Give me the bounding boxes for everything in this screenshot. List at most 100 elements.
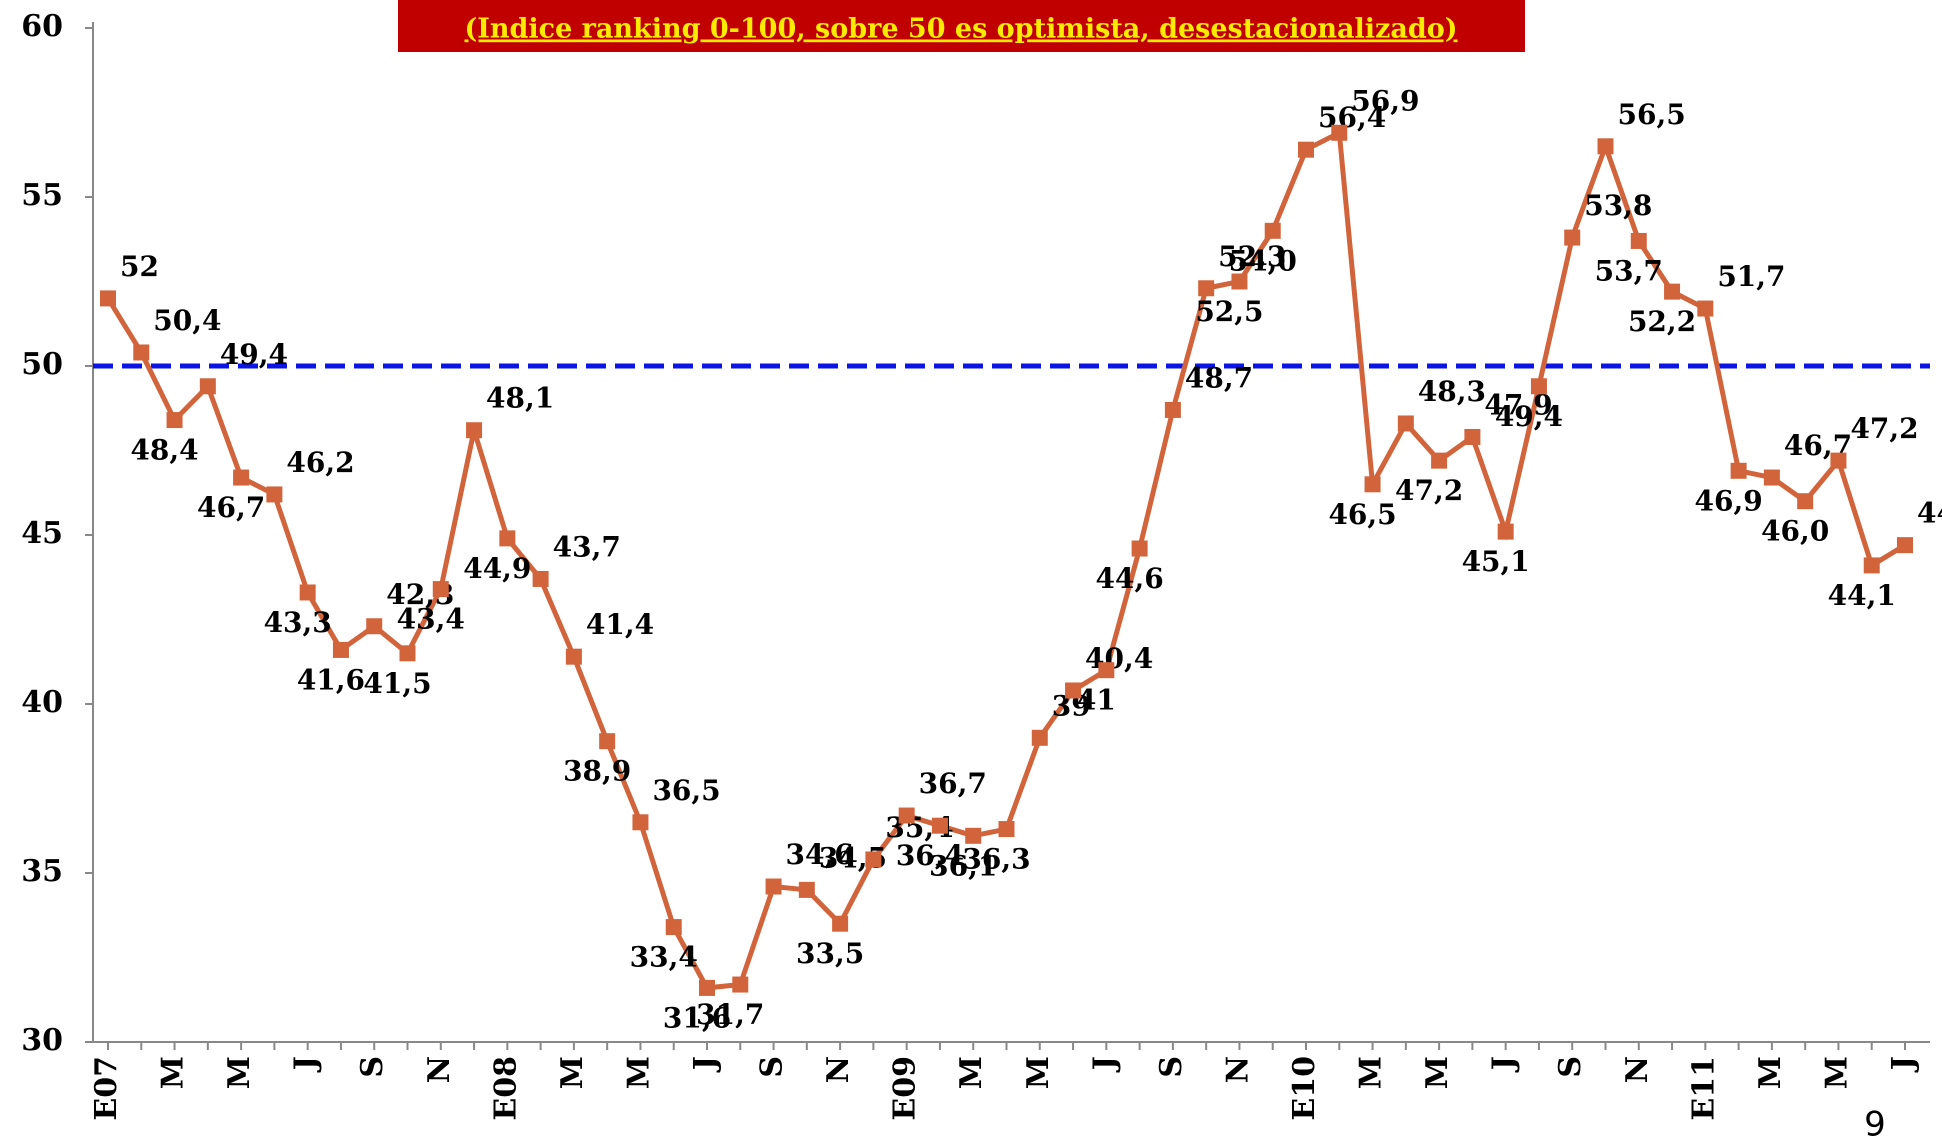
x-tick-label: M — [1420, 1056, 1455, 1089]
point-marker — [1164, 401, 1181, 418]
point-marker — [133, 344, 150, 361]
x-tick-label: N — [1220, 1056, 1255, 1083]
data-label: 41,5 — [363, 667, 431, 700]
data-label: 46,7 — [197, 491, 265, 524]
data-label: 41 — [1077, 684, 1116, 717]
data-label: 47,2 — [1850, 412, 1918, 445]
point-marker — [1198, 280, 1215, 297]
point-marker — [432, 581, 449, 598]
point-marker — [399, 645, 416, 662]
x-tick-label: E10 — [1287, 1056, 1322, 1121]
data-label: 48,4 — [130, 434, 198, 467]
data-label: 47,2 — [1395, 474, 1463, 507]
point-marker — [299, 584, 316, 601]
y-tick-label: 45 — [21, 516, 63, 551]
data-label: 36,4 — [896, 839, 964, 872]
data-label: 44,6 — [1096, 562, 1164, 595]
x-tick-label: M — [621, 1056, 656, 1089]
x-tick-label: M — [1354, 1056, 1389, 1089]
data-label: 41,4 — [586, 608, 654, 641]
x-tick-label: S — [755, 1056, 790, 1078]
x-tick-label: J — [688, 1056, 723, 1073]
data-label: 38,9 — [563, 755, 631, 788]
x-tick-label: E09 — [888, 1056, 923, 1121]
point-marker — [765, 878, 782, 895]
point-marker — [798, 881, 815, 898]
point-marker — [100, 290, 116, 307]
point-marker — [332, 641, 349, 658]
point-marker — [865, 851, 882, 868]
data-label: 50,4 — [153, 304, 221, 337]
data-label: 52,2 — [1628, 305, 1696, 338]
data-label: 34,6 — [786, 838, 854, 871]
page-number: 9 — [1864, 1105, 1886, 1144]
x-tick-label: J — [289, 1056, 324, 1073]
data-label: 36,3 — [962, 843, 1030, 876]
point-marker — [565, 648, 582, 665]
x-tick-label: M — [1819, 1056, 1854, 1089]
data-label: 53,8 — [1584, 189, 1652, 222]
y-tick-label: 60 — [21, 9, 63, 44]
point-marker — [1065, 682, 1082, 699]
data-label: 44,1 — [1828, 579, 1896, 612]
data-label: 48,3 — [1418, 375, 1486, 408]
point-marker — [1298, 141, 1314, 158]
point-marker — [1031, 729, 1048, 746]
x-tick-label: J — [1487, 1056, 1522, 1073]
x-tick-label: M — [954, 1056, 989, 1089]
point-marker — [1264, 222, 1281, 239]
x-tick-label: J — [1886, 1056, 1921, 1073]
data-label: 36,1 — [929, 849, 997, 882]
point-marker — [1231, 273, 1248, 290]
data-label: 33,4 — [630, 941, 698, 974]
data-label: 36,5 — [652, 774, 720, 807]
point-marker — [965, 827, 982, 844]
point-marker — [1564, 229, 1581, 246]
point-marker — [1797, 493, 1814, 510]
x-tick-label: S — [1553, 1056, 1588, 1078]
data-label: 46,0 — [1761, 515, 1829, 548]
point-marker — [499, 530, 516, 547]
point-marker — [1464, 428, 1481, 445]
data-label: 43,7 — [553, 530, 621, 563]
point-marker — [199, 378, 216, 395]
point-marker — [1131, 540, 1148, 557]
x-tick-label: E11 — [1686, 1056, 1721, 1121]
data-label: 56,9 — [1351, 84, 1419, 117]
data-label: 33,5 — [796, 937, 864, 970]
data-label: 54,0 — [1229, 244, 1297, 277]
data-label: 45,1 — [1462, 545, 1530, 578]
point-marker — [665, 919, 682, 936]
y-tick-label: 30 — [21, 1023, 63, 1058]
point-marker — [366, 618, 383, 635]
point-marker — [1364, 476, 1381, 493]
x-tick-label: M — [222, 1056, 257, 1089]
point-marker — [1897, 537, 1913, 554]
x-tick-label: E07 — [89, 1056, 124, 1121]
x-tick-label: N — [821, 1056, 856, 1083]
point-marker — [732, 976, 749, 993]
point-marker — [898, 807, 915, 824]
point-marker — [1664, 283, 1681, 300]
data-label: 51,7 — [1717, 260, 1785, 293]
point-marker — [1098, 662, 1115, 679]
x-tick-label: N — [1620, 1056, 1655, 1083]
point-marker — [1830, 452, 1847, 469]
point-marker — [832, 915, 849, 932]
data-label: 31,6 — [663, 1001, 731, 1034]
data-label: 53,7 — [1595, 254, 1663, 287]
data-label: 43,3 — [264, 606, 332, 639]
point-marker — [931, 817, 948, 834]
point-marker — [1331, 124, 1348, 141]
point-marker — [1497, 523, 1514, 540]
point-marker — [166, 412, 183, 429]
data-label: 56,5 — [1618, 98, 1686, 131]
point-marker — [1431, 452, 1448, 469]
x-tick-label: M — [156, 1056, 191, 1089]
data-label: 44,7 — [1917, 497, 1942, 530]
x-tick-label: M — [1021, 1056, 1056, 1089]
point-marker — [699, 979, 715, 996]
chart-subtitle: (Indice ranking 0-100, sobre 50 es optim… — [464, 14, 1457, 45]
data-label: 46,5 — [1328, 498, 1396, 531]
